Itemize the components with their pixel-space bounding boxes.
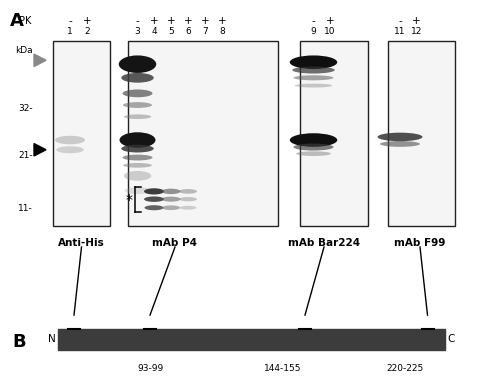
Text: 93-99: 93-99 <box>137 364 163 373</box>
Text: -: - <box>136 16 140 26</box>
Text: *: * <box>126 193 132 207</box>
Text: +: + <box>326 16 334 26</box>
Text: 144-155: 144-155 <box>264 364 301 373</box>
Polygon shape <box>34 144 46 156</box>
Ellipse shape <box>162 205 180 210</box>
Text: -: - <box>68 16 72 26</box>
Polygon shape <box>34 54 46 67</box>
Text: 8: 8 <box>219 26 225 36</box>
Ellipse shape <box>124 171 151 180</box>
Ellipse shape <box>292 67 335 74</box>
Text: 3: 3 <box>134 26 140 36</box>
Ellipse shape <box>55 136 85 144</box>
Text: +: + <box>200 16 209 26</box>
Ellipse shape <box>378 133 422 141</box>
Text: PK: PK <box>19 16 31 26</box>
Ellipse shape <box>144 196 164 202</box>
Ellipse shape <box>290 133 337 147</box>
Text: 32-: 32- <box>18 104 32 114</box>
Text: 2: 2 <box>84 26 90 36</box>
Bar <box>128 41 278 226</box>
Ellipse shape <box>290 56 337 69</box>
Ellipse shape <box>121 145 154 152</box>
Ellipse shape <box>179 197 197 202</box>
Ellipse shape <box>380 141 420 147</box>
Text: 220-225: 220-225 <box>386 364 424 373</box>
Bar <box>300 41 368 226</box>
Ellipse shape <box>180 206 196 210</box>
Ellipse shape <box>56 146 84 153</box>
Text: +: + <box>83 16 92 26</box>
Text: 7: 7 <box>202 26 208 36</box>
Text: mAb F99: mAb F99 <box>394 238 446 248</box>
Text: mAb P4: mAb P4 <box>152 238 198 248</box>
Text: 4: 4 <box>151 26 157 36</box>
Ellipse shape <box>121 73 154 83</box>
Text: +: + <box>184 16 192 26</box>
Text: kDa: kDa <box>15 46 32 55</box>
Text: 11-: 11- <box>18 203 32 213</box>
Text: 12: 12 <box>411 26 422 36</box>
Text: -: - <box>312 16 316 26</box>
Text: 5: 5 <box>168 26 174 36</box>
Ellipse shape <box>162 197 180 202</box>
Text: 11: 11 <box>394 26 406 36</box>
Text: 10: 10 <box>324 26 336 36</box>
Bar <box>388 41 455 226</box>
Text: +: + <box>412 16 421 26</box>
Text: C: C <box>448 335 454 344</box>
Text: N: N <box>48 335 56 344</box>
Ellipse shape <box>122 89 152 97</box>
Text: A: A <box>10 12 24 30</box>
Text: mAb Bar224: mAb Bar224 <box>288 238 360 248</box>
Ellipse shape <box>296 151 331 156</box>
Ellipse shape <box>295 84 332 88</box>
Text: +: + <box>218 16 226 26</box>
Ellipse shape <box>144 205 164 210</box>
Text: Anti-His: Anti-His <box>58 238 105 248</box>
Ellipse shape <box>124 114 151 119</box>
Ellipse shape <box>119 56 156 73</box>
Bar <box>52 41 110 226</box>
Ellipse shape <box>123 163 152 168</box>
Ellipse shape <box>162 189 180 194</box>
Text: 6: 6 <box>185 26 191 36</box>
Text: 9: 9 <box>310 26 316 36</box>
Text: +: + <box>166 16 175 26</box>
Ellipse shape <box>123 102 152 108</box>
Ellipse shape <box>144 188 164 194</box>
Text: 21-: 21- <box>18 151 32 160</box>
Ellipse shape <box>125 187 150 194</box>
Text: B: B <box>12 333 26 351</box>
Ellipse shape <box>120 132 156 148</box>
Text: -: - <box>398 16 402 26</box>
Text: +: + <box>150 16 158 26</box>
Bar <box>58 329 445 350</box>
Ellipse shape <box>179 189 197 194</box>
Text: 1: 1 <box>67 26 73 36</box>
Ellipse shape <box>294 144 334 151</box>
Ellipse shape <box>122 155 152 161</box>
Ellipse shape <box>294 75 334 81</box>
